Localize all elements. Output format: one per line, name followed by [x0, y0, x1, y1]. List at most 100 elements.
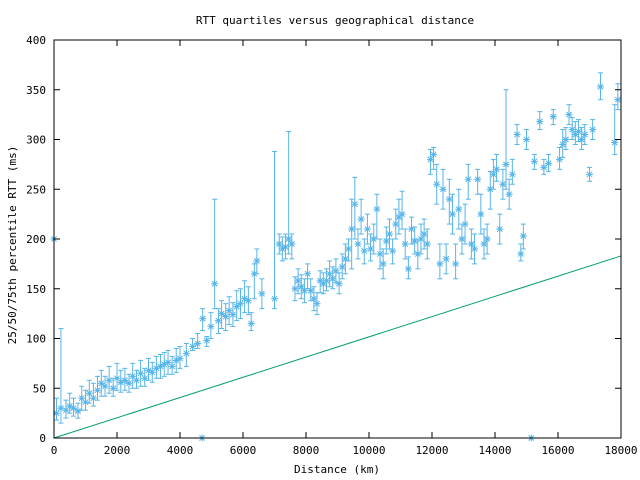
- data-point: [109, 384, 117, 392]
- data-point-stroke: [402, 240, 409, 247]
- data-point-stroke: [90, 395, 97, 402]
- data-point: [338, 263, 346, 271]
- data-point: [244, 297, 252, 305]
- data-point: [360, 247, 368, 255]
- data-point-stroke: [199, 315, 206, 322]
- data-point-stroke: [452, 260, 459, 267]
- x-tick-label: 14000: [478, 444, 511, 457]
- data-point: [53, 409, 61, 417]
- data-point: [322, 277, 330, 285]
- data-point-stroke: [436, 260, 443, 267]
- data-point-stroke: [271, 295, 278, 302]
- data-point-stroke: [499, 181, 506, 188]
- data-point: [471, 245, 479, 253]
- data-point: [389, 247, 397, 255]
- data-point-stroke: [443, 255, 450, 262]
- data-point: [417, 235, 425, 243]
- chart-title: RTT quartiles versus geographical distan…: [196, 14, 474, 27]
- data-point-stroke: [446, 196, 453, 203]
- x-tick-label: 2000: [104, 444, 131, 457]
- data-point: [275, 240, 283, 248]
- data-point: [97, 379, 105, 387]
- error-bar: [374, 193, 380, 240]
- data-point: [222, 313, 230, 321]
- data-point-stroke: [345, 245, 352, 252]
- data-point: [517, 250, 525, 258]
- data-point-stroke: [386, 231, 393, 238]
- data-point-stroke: [304, 270, 311, 277]
- data-point-stroke: [141, 375, 148, 382]
- data-point: [105, 376, 113, 384]
- data-point-stroke: [358, 216, 365, 223]
- data-point-stroke: [405, 265, 412, 272]
- data-point-stroke: [440, 186, 447, 193]
- data-point: [341, 255, 349, 263]
- data-point-stroke: [468, 240, 475, 247]
- data-point: [363, 225, 371, 233]
- data-point-stroke: [133, 377, 140, 384]
- data-point-stroke: [566, 111, 573, 118]
- data-point-stroke: [586, 171, 593, 178]
- data-point-stroke: [540, 164, 547, 171]
- data-point-stroke: [361, 247, 368, 254]
- x-tick-label: 6000: [230, 444, 257, 457]
- data-point-stroke: [471, 245, 478, 252]
- data-point-stroke: [597, 83, 604, 90]
- data-point: [559, 140, 567, 148]
- data-point-stroke: [106, 377, 113, 384]
- data-point: [611, 138, 619, 146]
- data-point: [519, 232, 527, 240]
- data-point: [85, 389, 93, 397]
- data-point: [335, 280, 343, 288]
- data-point-stroke: [222, 313, 229, 320]
- data-point-stroke: [509, 171, 516, 178]
- data-point: [513, 131, 521, 139]
- data-point: [211, 280, 219, 288]
- data-point-stroke: [462, 221, 469, 228]
- data-point-stroke: [241, 295, 248, 302]
- data-point: [540, 163, 548, 171]
- data-point-stroke: [98, 380, 105, 387]
- data-point: [218, 310, 226, 318]
- data-point-stroke: [74, 408, 81, 415]
- data-point: [545, 159, 553, 167]
- data-point-stroke: [125, 380, 132, 387]
- data-point: [74, 407, 82, 415]
- data-point-stroke: [449, 211, 456, 218]
- data-point: [445, 195, 453, 203]
- data-point: [288, 240, 296, 248]
- data-point: [82, 398, 89, 406]
- data-point-stroke: [493, 166, 500, 173]
- data-point-stroke: [137, 370, 144, 377]
- data-point-stroke: [477, 211, 484, 218]
- data-point-stroke: [251, 270, 258, 277]
- data-point: [93, 386, 101, 394]
- data-point-stroke: [295, 277, 302, 284]
- data-point-stroke: [490, 171, 497, 178]
- y-tick-label: 50: [33, 382, 46, 395]
- data-point: [348, 225, 356, 233]
- data-point-stroke: [78, 395, 85, 402]
- data-point: [253, 257, 261, 265]
- data-point-stroke: [165, 359, 172, 366]
- data-point-stroke: [314, 300, 321, 307]
- data-point-stroke: [392, 221, 399, 228]
- data-point: [182, 349, 190, 357]
- data-point-stroke: [129, 373, 136, 380]
- data-point: [351, 200, 359, 208]
- data-point-stroke: [383, 238, 390, 244]
- data-point-stroke: [339, 263, 346, 270]
- error-bar: [612, 104, 618, 155]
- data-point: [304, 270, 312, 278]
- data-point: [310, 295, 318, 303]
- data-point: [452, 260, 460, 268]
- data-point-stroke: [430, 151, 437, 158]
- data-point-stroke: [110, 385, 117, 392]
- data-point-stroke: [229, 311, 236, 318]
- data-point-stroke: [523, 136, 530, 143]
- data-point-stroke: [480, 240, 487, 247]
- data-point-stroke: [503, 161, 510, 168]
- data-point: [300, 287, 308, 295]
- data-point: [101, 382, 109, 390]
- data-point-stroke: [514, 131, 521, 138]
